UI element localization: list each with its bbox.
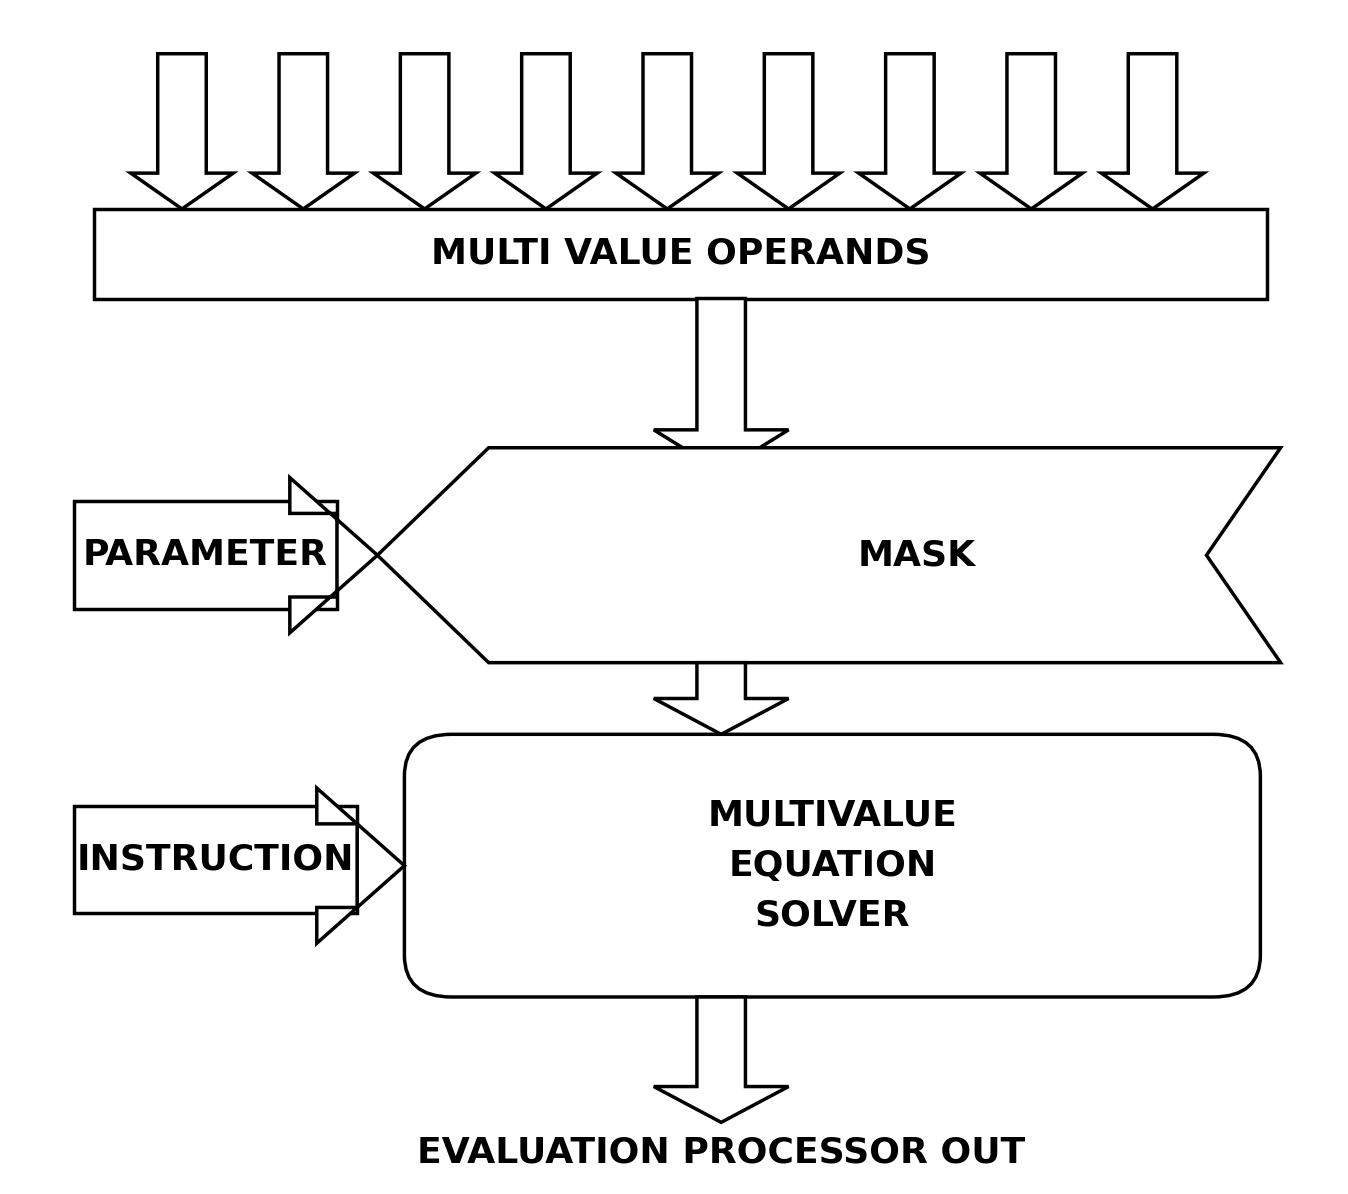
Text: INSTRUCTION: INSTRUCTION bbox=[77, 843, 355, 876]
Polygon shape bbox=[654, 997, 789, 1122]
Text: MASK: MASK bbox=[857, 538, 976, 572]
Text: EVALUATION PROCESSOR OUT: EVALUATION PROCESSOR OUT bbox=[417, 1135, 1026, 1169]
Polygon shape bbox=[290, 478, 377, 633]
Polygon shape bbox=[495, 54, 597, 209]
Polygon shape bbox=[373, 54, 476, 209]
Polygon shape bbox=[616, 54, 718, 209]
Polygon shape bbox=[654, 298, 789, 472]
Polygon shape bbox=[737, 54, 840, 209]
FancyBboxPatch shape bbox=[74, 501, 337, 609]
Polygon shape bbox=[1101, 54, 1204, 209]
Polygon shape bbox=[377, 448, 1281, 663]
FancyBboxPatch shape bbox=[74, 806, 357, 913]
Text: PARAMETER: PARAMETER bbox=[84, 538, 328, 572]
FancyBboxPatch shape bbox=[404, 734, 1260, 997]
Text: MULTI VALUE OPERANDS: MULTI VALUE OPERANDS bbox=[431, 236, 930, 271]
Text: MULTIVALUE
EQUATION
SOLVER: MULTIVALUE EQUATION SOLVER bbox=[708, 799, 957, 933]
FancyBboxPatch shape bbox=[94, 209, 1267, 298]
Polygon shape bbox=[252, 54, 355, 209]
Polygon shape bbox=[980, 54, 1082, 209]
Polygon shape bbox=[859, 54, 961, 209]
Polygon shape bbox=[654, 663, 789, 734]
Polygon shape bbox=[317, 788, 404, 943]
Polygon shape bbox=[131, 54, 233, 209]
